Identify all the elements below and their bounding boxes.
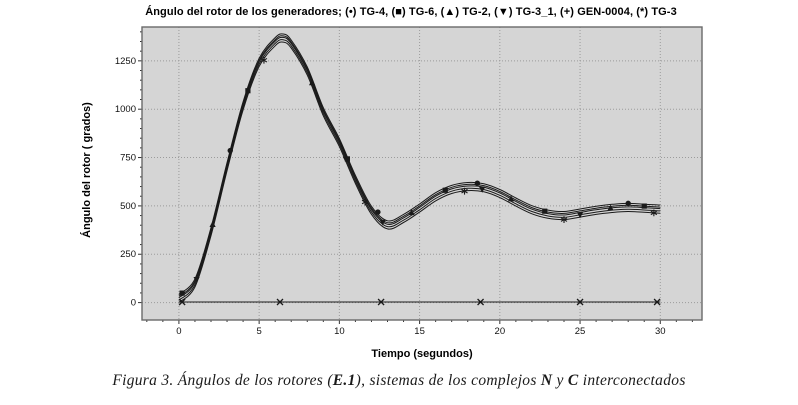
caption-text: y [552, 372, 568, 389]
marker-x [178, 298, 186, 306]
marker-star [560, 216, 568, 224]
gridlines [142, 27, 702, 320]
caption-text: Figura 3. Ángulos de los rotores ( [112, 372, 333, 389]
svg-text:30: 30 [655, 326, 666, 337]
svg-text:1000: 1000 [115, 104, 136, 115]
caption-bold-n: N [540, 372, 553, 389]
marker-x [477, 298, 485, 306]
svg-text:20: 20 [495, 326, 506, 337]
figure-caption: Figura 3. Ángulos de los rotores (E.1), … [0, 372, 798, 390]
chart-body: Ángulo del rotor ( grados) 0 5 10 15 20 25 30 0… [78, 20, 720, 360]
marker-circle [375, 209, 381, 215]
marker-square [179, 290, 185, 296]
plot-area: 0 5 10 15 20 25 30 0 250 500 750 1000 1250 [96, 20, 720, 347]
plot-svg: 0 5 10 15 20 25 30 0 250 500 750 1000 1250 [115, 26, 703, 337]
svg-text:1250: 1250 [115, 56, 136, 67]
series-TG-3 [178, 41, 661, 303]
svg-text:10: 10 [334, 326, 345, 337]
figure-3: Ángulo del rotor de los generadores; (•)… [0, 6, 798, 390]
plot-column: 0 5 10 15 20 25 30 0 250 500 750 1000 1250 Tiempo (s… [96, 20, 720, 360]
marker-x [276, 298, 284, 306]
marker-star [361, 198, 369, 206]
svg-text:750: 750 [120, 153, 136, 164]
marker-star [260, 56, 268, 64]
svg-text:0: 0 [131, 298, 136, 309]
marker-triangle-up [607, 204, 614, 211]
svg-text:250: 250 [120, 249, 136, 260]
series-TG-4 [178, 33, 661, 295]
svg-text:500: 500 [120, 201, 136, 212]
caption-text: interconectados [578, 372, 686, 389]
marker-circle [625, 200, 631, 207]
caption-text: ), sistemas de los complejos [355, 372, 541, 389]
caption-bold-c: C [567, 372, 579, 389]
tick-labels: 0 5 10 15 20 25 30 0 250 500 750 1000 1250 [115, 56, 666, 337]
caption-bold-e1: E.1 [332, 372, 356, 389]
plot-border [141, 26, 703, 321]
marker-x [653, 298, 661, 306]
y-axis-label-column: Ángulo del rotor ( grados) [78, 20, 96, 360]
svg-text:25: 25 [575, 326, 586, 337]
marker-square [641, 203, 647, 209]
y-axis-label: Ángulo del rotor ( grados) [81, 102, 93, 238]
marker-triangle-down [479, 186, 486, 193]
rotor-angle-chart: Ángulo del rotor de los generadores; (•)… [78, 6, 720, 360]
plot-background [142, 27, 702, 320]
marker-triangle-down [576, 212, 584, 219]
marker-star [461, 187, 468, 195]
svg-text:0: 0 [176, 326, 181, 337]
svg-text:5: 5 [256, 326, 261, 337]
marker-x [576, 298, 584, 306]
marker-square [542, 208, 548, 214]
marker-star [650, 209, 658, 217]
svg-text:15: 15 [414, 326, 425, 337]
x-axis-label: Tiempo (segundos) [371, 348, 473, 360]
marker-x [377, 298, 385, 306]
marker-triangle-down [379, 219, 386, 226]
chart-title: Ángulo del rotor de los generadores; (•)… [145, 6, 677, 18]
series-GEN-0004 [178, 298, 661, 306]
marker-square [442, 187, 448, 193]
